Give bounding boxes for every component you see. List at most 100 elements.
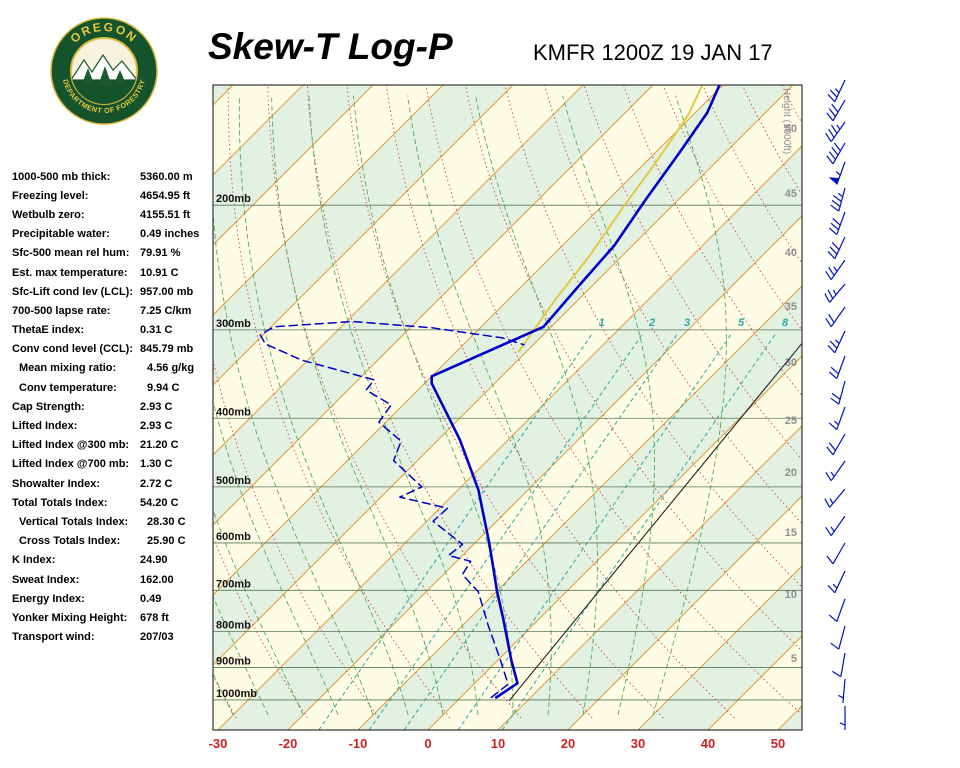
- wet-bulb-trace: [517, 85, 704, 353]
- reference-line-trace: [508, 342, 802, 701]
- mixing-ratio-label: 8: [782, 317, 789, 329]
- stat-row: Wetbulb zero: 4155.51 ft: [12, 205, 217, 224]
- odf-logo: OREGON DEPARTMENT OF FORESTRY: [50, 17, 158, 125]
- temperature-tick-label: 10: [491, 736, 505, 751]
- stat-row: Lifted Index: 2.93 C: [12, 416, 217, 435]
- height-axis: 50 45 40 35 30 25 20 15 10 5 Height (1000ft): [781, 88, 797, 665]
- temperature-tick-label: -30: [209, 736, 228, 751]
- stat-row: Transport wind: 207/03: [12, 628, 217, 647]
- tree-icon: [82, 68, 94, 84]
- stat-row: 1000-500 mb thick: 5360.00 m: [12, 167, 217, 186]
- stat-row: Conv cond level (CCL): 845.79 mb: [12, 340, 217, 359]
- stat-row: Yonker Mixing Height: 678 ft: [12, 608, 217, 627]
- temperature-tick-label: 40: [701, 736, 715, 751]
- pressure-label: 400mb: [216, 406, 251, 418]
- stat-row: Energy Index: 0.49: [12, 589, 217, 608]
- stat-row: Cap Strength: 2.93 C: [12, 397, 217, 416]
- stat-row: Cross Totals Index: 25.90 C: [12, 532, 217, 551]
- mixing-ratio-label: 5: [738, 317, 745, 329]
- height-label: 45: [785, 188, 797, 200]
- stat-label: Cap Strength:: [12, 400, 85, 413]
- stat-value: 162.00: [140, 573, 174, 586]
- stat-value: 0.31 C: [140, 324, 173, 337]
- stat-label: Mean mixing ratio:: [19, 362, 117, 375]
- stat-label: 1000-500 mb thick:: [12, 170, 111, 183]
- pressure-label: 600mb: [216, 531, 251, 543]
- stat-label: Transport wind:: [12, 631, 95, 644]
- height-label: 15: [785, 527, 797, 539]
- stat-row: Est. max temperature: 10.91 C: [12, 263, 217, 282]
- stat-value: 21.20 C: [140, 439, 179, 452]
- stat-label: Sfc-Lift cond lev (LCL):: [12, 285, 133, 298]
- height-label: 20: [785, 467, 797, 479]
- stat-row: Mean mixing ratio: 4.56 g/kg: [12, 359, 217, 378]
- stat-row: Total Totals Index: 54.20 C: [12, 493, 217, 512]
- wind-barb-column: [824, 79, 846, 730]
- stat-label: Sweat Index:: [12, 573, 80, 586]
- stat-value: 28.30 C: [147, 515, 186, 528]
- stat-row: ThetaE index: 0.31 C: [12, 321, 217, 340]
- stat-row: Precipitable water: 0.49 inches: [12, 225, 217, 244]
- stat-label: Precipitable water:: [12, 228, 110, 241]
- dewpoint-trace: [259, 320, 525, 699]
- temperature-tick-label: 0: [424, 736, 431, 751]
- height-axis-title: Height (1000ft): [781, 88, 792, 154]
- stat-label: 700-500 lapse rate:: [12, 304, 111, 317]
- stat-label: Total Totals Index:: [12, 496, 108, 509]
- stat-value: 0.49 inches: [140, 228, 200, 241]
- temperature-tick-label: 30: [631, 736, 645, 751]
- stat-value: 4155.51 ft: [140, 208, 191, 221]
- stat-value: 4654.95 ft: [140, 189, 191, 202]
- stat-label: Yonker Mixing Height:: [12, 611, 128, 624]
- stat-value: 7.25 C/km: [140, 304, 192, 317]
- moist-adiabats: [213, 95, 727, 716]
- mixing-ratio-label: 1: [599, 317, 605, 329]
- stat-label: K Index:: [12, 554, 56, 567]
- stat-row: Sfc-500 mean rel hum: 79.91 %: [12, 244, 217, 263]
- stat-label: Sfc-500 mean rel hum:: [12, 247, 130, 260]
- pressure-label: 800mb: [216, 619, 251, 631]
- stat-value: 5360.00 m: [140, 170, 193, 183]
- height-label: 50: [785, 123, 797, 135]
- stat-value: 1.30 C: [140, 458, 173, 471]
- height-label: 35: [785, 301, 797, 313]
- pressure-label: 500mb: [216, 475, 251, 487]
- stat-label: Lifted Index:: [12, 420, 78, 433]
- temperature-trace: [430, 85, 721, 699]
- stat-label: Lifted Index @700 mb:: [12, 458, 130, 471]
- stat-label: Energy Index:: [12, 592, 85, 605]
- mixing-ratio-label: 2: [648, 317, 655, 329]
- stat-row: Sfc-Lift cond lev (LCL): 957.00 mb: [12, 282, 217, 301]
- height-label: 25: [785, 415, 797, 427]
- stat-label: Showalter Index:: [12, 477, 101, 490]
- stat-row: Sweat Index: 162.00: [12, 570, 217, 589]
- height-label: 40: [785, 247, 797, 259]
- stat-label: Freezing level:: [12, 189, 89, 202]
- stat-value: 845.79 mb: [140, 343, 194, 356]
- stat-value: 2.72 C: [140, 477, 173, 490]
- stat-value: 9.94 C: [147, 381, 180, 394]
- stat-row: Vertical Totals Index: 28.30 C: [12, 512, 217, 531]
- stat-label: Conv temperature:: [19, 381, 117, 394]
- temperature-tick-label: 20: [561, 736, 575, 751]
- logo-scene: [71, 53, 137, 104]
- stat-label: ThetaE index:: [12, 324, 85, 337]
- stat-value: 957.00 mb: [140, 285, 194, 298]
- stat-value: 24.90: [140, 554, 168, 567]
- station-info: KMFR 1200Z 19 JAN 17: [533, 40, 773, 65]
- height-label: 5: [791, 653, 797, 665]
- stat-value: 2.93 C: [140, 420, 173, 433]
- stat-value: 4.56 g/kg: [147, 362, 195, 375]
- tree-icon: [114, 70, 126, 84]
- stat-value: 2.93 C: [140, 400, 173, 413]
- pressure-label: 300mb: [216, 318, 251, 330]
- temperature-tick-label: 50: [771, 736, 785, 751]
- mixing-ratio-lines: 1 2 3 5 8: [318, 317, 789, 731]
- isotherms: [213, 85, 802, 730]
- pressure-label: 900mb: [216, 656, 251, 668]
- stat-value: 207/03: [140, 631, 174, 644]
- stat-label: Lifted Index @300 mb:: [12, 439, 130, 452]
- stat-label: Wetbulb zero:: [12, 208, 85, 221]
